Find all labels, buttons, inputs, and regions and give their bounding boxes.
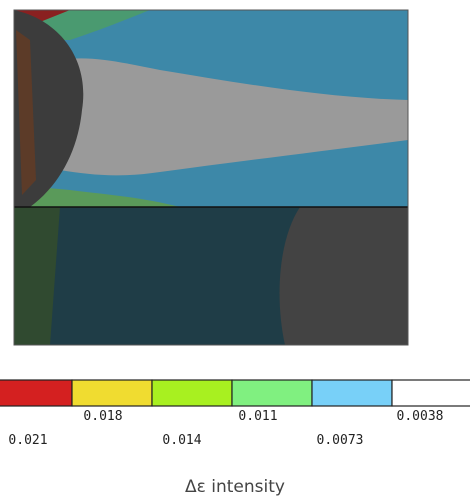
blue-band-bottom (14, 140, 408, 207)
plot-border (13, 9, 409, 346)
lower-dark-area (279, 207, 408, 345)
colorbar-swatch (311, 379, 393, 407)
colorbar-label: 0.014 (162, 433, 201, 448)
colorbar-swatch (391, 379, 470, 407)
colorbar-label: 0.0038 (397, 409, 444, 424)
colorbar-label: 0.018 (83, 409, 122, 424)
colorbar-swatch (71, 379, 153, 407)
left-strip (16, 30, 36, 195)
contour-plot (13, 9, 409, 346)
colorbar-label: 0.011 (238, 409, 277, 424)
colorbar-swatch (231, 379, 313, 407)
colorbar-swatch (0, 379, 73, 407)
green-bottom (14, 185, 180, 207)
blue-band-top (14, 10, 408, 100)
colorbar: 0.021 0.018 0.014 0.011 0.0073 0.0038 (0, 379, 470, 448)
colorbar-swatch (151, 379, 233, 407)
colorbar-title: Δε intensity (185, 477, 285, 497)
colorbar-label: 0.0073 (317, 433, 364, 448)
colorbar-label: 0.021 (8, 433, 47, 448)
lower-left-strip (14, 207, 60, 345)
